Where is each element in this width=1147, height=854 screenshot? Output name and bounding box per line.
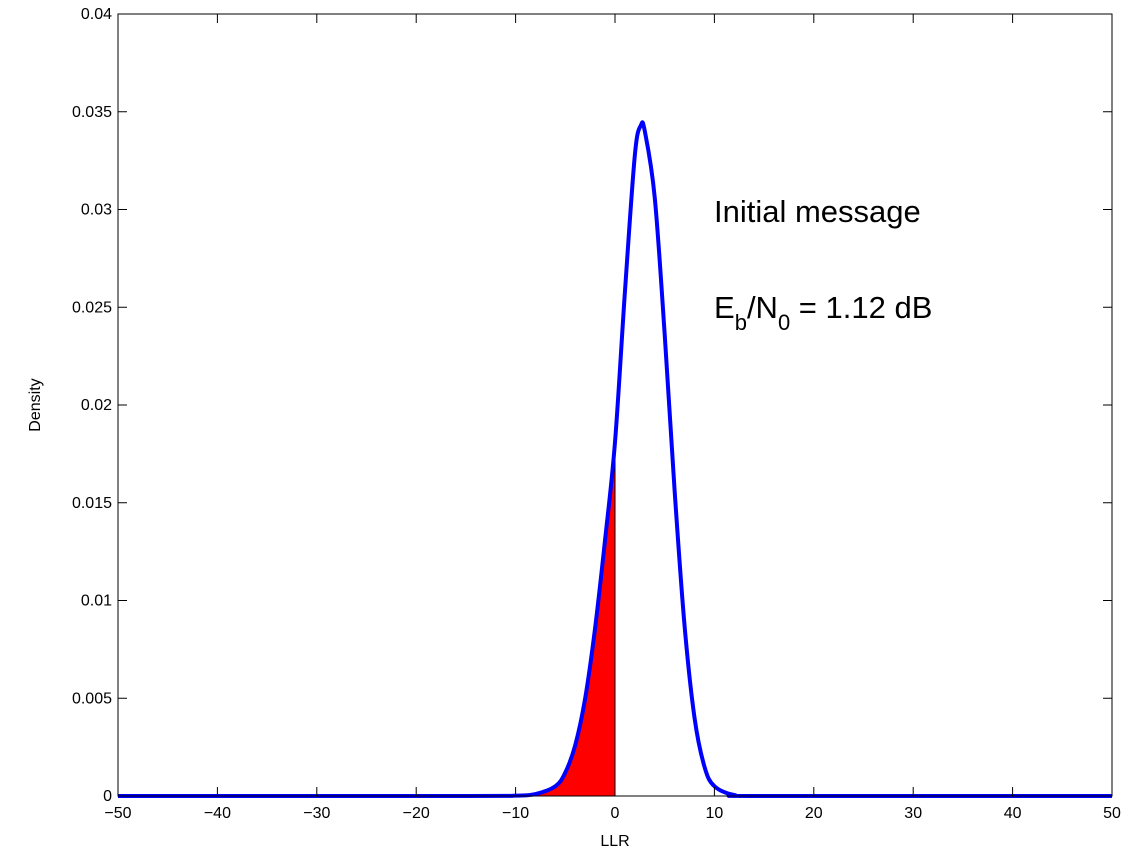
annotation-ebn0-value: = 1.12 dB <box>790 290 932 325</box>
y-tick-label: 0.02 <box>81 397 112 414</box>
x-tick-label: −50 <box>104 805 131 822</box>
x-tick-label: 50 <box>1103 805 1121 822</box>
y-tick-label: 0.035 <box>72 104 112 121</box>
annotation-ebn0-sub-b: b <box>735 310 747 335</box>
x-tick-label: 0 <box>611 805 620 822</box>
y-tick-label: 0.025 <box>72 299 112 316</box>
annotation-initial-message: Initial message <box>714 194 921 229</box>
y-tick-label: 0.01 <box>81 593 112 610</box>
y-tick-label: 0 <box>103 788 112 805</box>
x-tick-label: −20 <box>403 805 430 822</box>
annotation-ebn0: Eb/N0 = 1.12 dB <box>714 290 932 335</box>
x-axis-label: LLR <box>600 833 629 850</box>
y-tick-label: 0.005 <box>72 690 112 707</box>
y-tick-label: 0.03 <box>81 202 112 219</box>
x-tick-label: −30 <box>303 805 330 822</box>
annotation-ebn0-n: /N <box>747 290 778 325</box>
x-tick-label: 40 <box>1004 805 1022 822</box>
ticks: −50 −40 −30 −20 −10 0 10 20 30 40 50 0 0.005 0.01 0.01… <box>72 6 1121 822</box>
x-tick-label: 10 <box>706 805 724 822</box>
annotation-ebn0-e: E <box>714 290 735 325</box>
x-tick-label: 20 <box>805 805 823 822</box>
annotation-ebn0-sub-0: 0 <box>778 310 790 335</box>
x-tick-label: −10 <box>502 805 529 822</box>
x-tick-label: 30 <box>904 805 922 822</box>
y-axis-label: Density <box>27 378 44 431</box>
y-tick-label: 0.04 <box>81 6 112 23</box>
density-curve <box>118 120 1112 799</box>
x-tick-label: −40 <box>204 805 231 822</box>
y-tick-label: 0.015 <box>72 495 112 512</box>
